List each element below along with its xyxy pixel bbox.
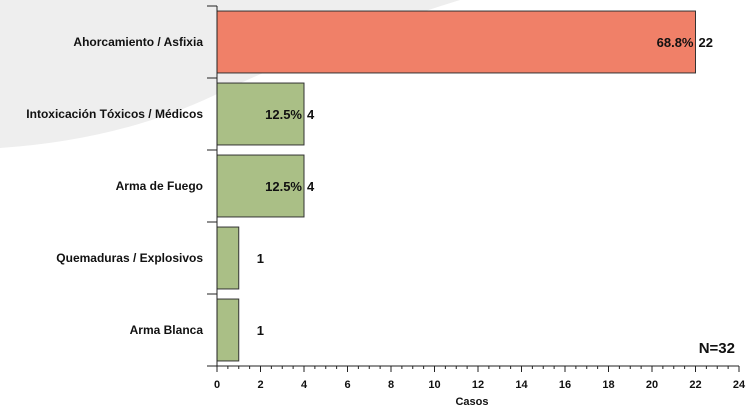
bar [216,226,240,290]
x-tick-label: 24 [733,379,746,391]
bar [216,82,305,146]
x-tick-label: 10 [428,379,440,391]
category-label: Intoxicación Tóxicos / Médicos [26,107,203,121]
percent-label: 12.5% [265,107,302,122]
x-tick-label: 22 [689,379,701,391]
x-tick-label: 4 [301,379,308,391]
value-label: 1 [257,251,264,266]
x-axis-title: Casos [455,396,488,408]
bars-layer [216,10,696,362]
x-tick-label: 20 [646,379,658,391]
x-tick-label: 8 [388,379,394,391]
bar [216,10,696,74]
category-label: Ahorcamiento / Asfixia [73,35,203,49]
bar [216,298,240,362]
value-label: 4 [307,107,315,122]
percent-label: 68.8% [657,35,694,50]
value-label: 1 [257,323,264,338]
category-label: Quemaduras / Explosivos [56,251,203,265]
x-tick-label: 12 [472,379,484,391]
x-tick-label: 6 [344,379,350,391]
axis-layer [207,5,740,372]
n-annotation: N=32 [699,340,735,357]
x-tick-label: 0 [214,379,220,391]
percent-label: 12.5% [265,179,302,194]
x-tick-label: 16 [559,379,571,391]
x-tick-label: 2 [257,379,263,391]
x-tick-label: 14 [515,379,528,391]
bar [216,154,305,218]
category-label: Arma Blanca [130,323,204,337]
x-tick-label: 18 [602,379,614,391]
value-label: 22 [699,35,713,50]
value-label: 4 [307,179,315,194]
category-label: Arma de Fuego [116,179,203,193]
